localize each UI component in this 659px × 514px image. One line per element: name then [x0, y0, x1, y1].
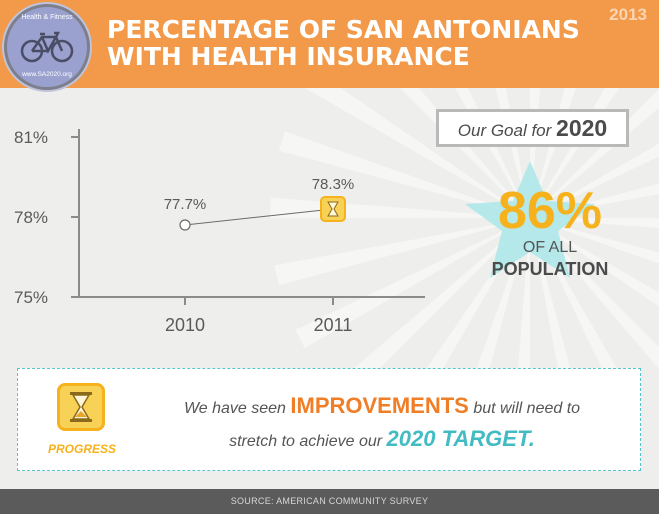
goal-value: 86%	[497, 182, 603, 240]
msg-part-1: We have seen	[183, 400, 286, 417]
data-label: 77.7%	[164, 196, 207, 213]
goal-of-all: OF ALL	[522, 239, 578, 256]
sunburst-ray	[274, 218, 530, 286]
data-point	[179, 219, 191, 231]
page-title: PERCENTAGE OF SAN ANTONIANS WITH HEALTH …	[107, 16, 580, 70]
line-chart: 75% 78% 81% 2010 2011 77.7% 78.3%	[14, 128, 425, 335]
star-shape	[465, 161, 595, 278]
series-line	[184, 208, 334, 226]
y-tick-label: 81%	[14, 128, 48, 147]
sunburst-ray	[454, 88, 530, 218]
goal-prefix: Our Goal for	[457, 121, 552, 140]
sunburst-ray	[518, 218, 530, 368]
y-tick-label: 75%	[14, 288, 48, 307]
progress-label: PROGRESS	[47, 442, 116, 456]
sunburst-ray	[530, 143, 659, 218]
data-label: 78.3%	[312, 176, 355, 193]
msg-part-2: but will need to	[473, 400, 581, 417]
sunburst-ray	[399, 88, 530, 218]
sunburst-ray	[530, 218, 659, 307]
sunburst-ray	[530, 218, 659, 264]
sunburst-ray	[354, 218, 530, 368]
msg-highlight-target: 2020 TARGET.	[386, 426, 535, 451]
sunburst-ray	[304, 88, 530, 218]
y-tick-label: 78%	[14, 208, 48, 227]
title-line-1: PERCENTAGE OF SAN ANTONIANS	[107, 15, 580, 44]
msg-highlight-improvements: IMPROVEMENTS	[290, 393, 469, 418]
year-badge: 2013	[609, 5, 647, 24]
title-line-2: WITH HEALTH INSURANCE	[107, 42, 470, 71]
logo-top-text: Health & Fitness	[21, 14, 73, 21]
sunburst-ray	[278, 131, 530, 218]
progress-panel: PROGRESS We have seen IMPROVEMENTS but w…	[17, 368, 641, 471]
sunburst-ray	[295, 218, 530, 348]
x-tick-label: 2011	[314, 315, 353, 335]
goal-box: Our Goal for 2020	[436, 109, 629, 147]
x-tick-label: 2010	[165, 315, 205, 335]
hourglass-icon	[57, 383, 105, 431]
msg-part-3: stretch to achieve our	[229, 433, 383, 450]
sa2020-logo: Health & Fitness www.SA2020.org	[4, 4, 90, 90]
hourglass-data-point	[320, 196, 346, 222]
goal-year: 2020	[556, 115, 608, 141]
header-banner: Health & Fitness www.SA2020.org PERCENTA…	[0, 0, 659, 90]
logo-url-text: www.SA2020.org	[22, 71, 72, 78]
source-footer: SOURCE: AMERICAN COMMUNITY SURVEY	[0, 489, 659, 514]
progress-message: We have seen IMPROVEMENTS but will need …	[142, 391, 622, 457]
sunburst-ray	[530, 218, 659, 229]
hourglass-icon	[327, 201, 339, 217]
goal-population: POPULATION	[491, 259, 609, 279]
bicycle-icon	[20, 31, 74, 63]
